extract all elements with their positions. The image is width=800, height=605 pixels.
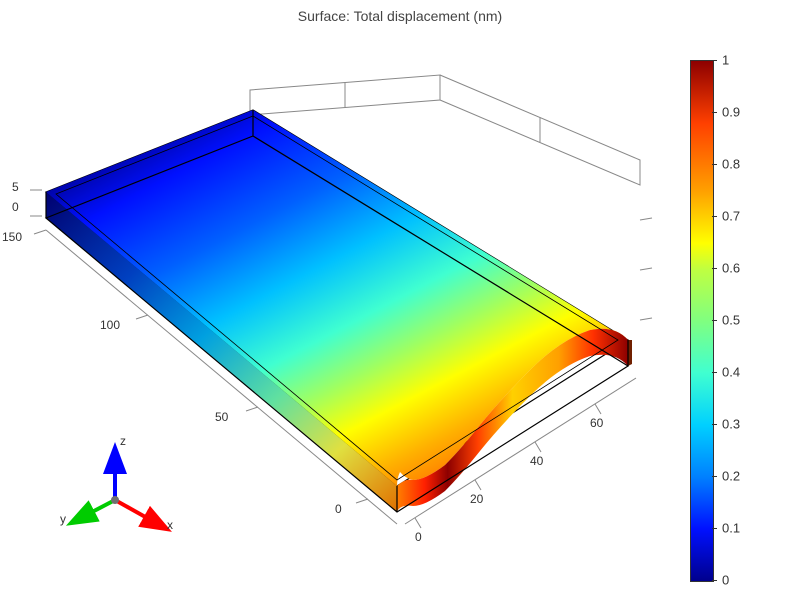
x-tick-0: 0 [335, 502, 342, 516]
triad-x-label: x [167, 518, 173, 532]
colorbar-tickmark [712, 580, 717, 581]
colorbar-tickmark [712, 60, 717, 61]
plot-3d-area: 5 0 150 100 50 0 0 20 40 60 x y z [0, 40, 680, 600]
y-tick-0: 0 [415, 530, 422, 544]
y-tick-20: 20 [470, 492, 483, 506]
colorbar-tick-label: 1 [722, 53, 729, 68]
colorbar-tickmark [712, 528, 717, 529]
colorbar-tick-label: 0.7 [722, 209, 740, 224]
axis-triad [73, 450, 165, 528]
colorbar-gradient [690, 60, 714, 582]
y-tick-40: 40 [530, 454, 543, 468]
colorbar-tick-label: 0.4 [722, 365, 740, 380]
colorbar-tick-label: 0.6 [722, 261, 740, 276]
colorbar: 00.10.20.30.40.50.60.70.80.91 [690, 60, 770, 580]
colorbar-tickmark [712, 424, 717, 425]
colorbar-tick-label: 0.8 [722, 157, 740, 172]
colorbar-tickmark [712, 268, 717, 269]
y-tick-60: 60 [590, 416, 603, 430]
colorbar-tick-label: 0.3 [722, 417, 740, 432]
x-tick-150: 150 [2, 230, 22, 244]
colorbar-tickmark [712, 112, 717, 113]
colorbar-tickmark [712, 320, 717, 321]
colorbar-tick-label: 0 [722, 573, 729, 588]
colorbar-tickmark [712, 476, 717, 477]
colorbar-tick-label: 0.1 [722, 521, 740, 536]
colorbar-tickmark [712, 372, 717, 373]
colorbar-tick-label: 0.2 [722, 469, 740, 484]
chart-title: Surface: Total displacement (nm) [0, 8, 800, 24]
colorbar-tickmark [712, 164, 717, 165]
z-tick-0: 0 [12, 200, 19, 214]
triad-y-label: y [60, 512, 66, 526]
colorbar-tick-label: 0.9 [722, 105, 740, 120]
x-tick-100: 100 [100, 318, 120, 332]
x-tick-50: 50 [215, 410, 228, 424]
colorbar-tickmark [712, 216, 717, 217]
z-tick-5: 5 [12, 180, 19, 194]
colorbar-tick-label: 0.5 [722, 313, 740, 328]
triad-z-label: z [120, 434, 126, 448]
